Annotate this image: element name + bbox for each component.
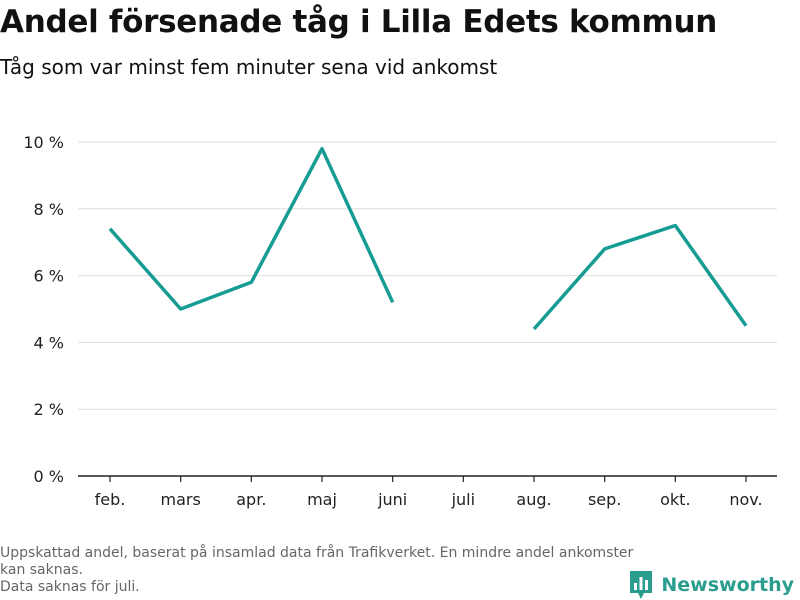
x-tick-label: okt. xyxy=(660,490,690,509)
y-tick-label: 10 % xyxy=(23,133,64,152)
bar-chart-logo-icon xyxy=(630,571,653,599)
x-tick-label: apr. xyxy=(236,490,266,509)
x-tick-label: sep. xyxy=(588,490,621,509)
x-tick-label: juni xyxy=(377,490,407,509)
x-tick-label: maj xyxy=(307,490,337,509)
series-line-segment xyxy=(532,223,748,331)
line-chart: 0 % 2 % 4 % 6 % 8 % 10 % feb. mars apr. maj juni j… xyxy=(23,133,777,509)
chart-title: Andel försenade tåg i Lilla Edets kommun xyxy=(0,4,717,40)
y-tick-label: 2 % xyxy=(34,400,64,419)
y-axis-ticks: 0 % 2 % 4 % 6 % 8 % 10 % xyxy=(23,133,64,486)
series-lines xyxy=(108,146,748,331)
footnote: Uppskattad andel, baserat på insamlad da… xyxy=(0,545,640,596)
y-tick-label: 0 % xyxy=(34,467,64,486)
x-tick-label: juli xyxy=(451,490,475,509)
y-tick-label: 6 % xyxy=(34,267,64,286)
y-tick-label: 4 % xyxy=(34,333,64,352)
gridlines xyxy=(78,141,777,410)
series-line-segment xyxy=(108,146,395,311)
brand-logo: Newsworthy xyxy=(629,570,794,600)
x-axis: feb. mars apr. maj juni juli aug. sep. okt. nov. xyxy=(78,475,777,509)
y-tick-label: 8 % xyxy=(34,200,64,219)
chart-subtitle: Tåg som var minst fem minuter sena vid a… xyxy=(0,55,498,79)
brand-name: Newsworthy xyxy=(661,574,794,596)
x-tick-label: nov. xyxy=(729,490,762,509)
footnote-source: Uppskattad andel, baserat på insamlad da… xyxy=(0,545,634,578)
x-tick-label: aug. xyxy=(516,490,551,509)
x-tick-label: feb. xyxy=(95,490,126,509)
footnote-missing-data: Data saknas för juli. xyxy=(0,579,140,595)
x-tick-label: mars xyxy=(161,490,201,509)
